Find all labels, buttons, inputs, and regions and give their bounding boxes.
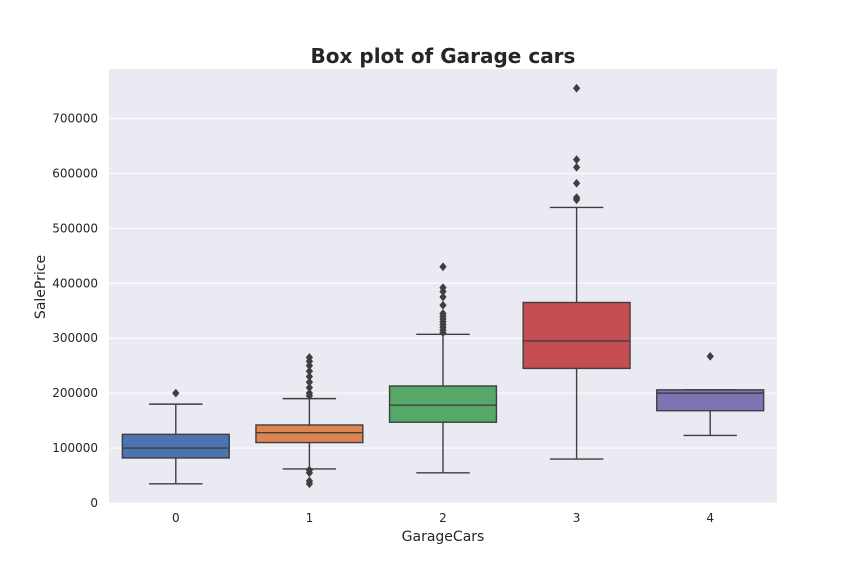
outlier-point	[439, 262, 447, 272]
x-tick-label: 3	[573, 511, 581, 525]
box-group-1	[255, 352, 364, 489]
iqr-box	[656, 389, 765, 412]
outlier-point	[572, 162, 581, 172]
outlier-point	[305, 352, 314, 362]
outlier-point	[572, 193, 581, 203]
outlier-point	[572, 178, 581, 188]
x-tick-label: 4	[706, 511, 714, 525]
y-tick-label: 300000	[52, 331, 98, 345]
y-tick-label: 0	[90, 496, 98, 510]
outlier-point	[439, 300, 447, 310]
x-axis-label: GarageCars	[402, 529, 485, 545]
chart-title: Box plot of Garage cars	[311, 44, 576, 68]
outlier-point	[305, 377, 314, 387]
boxes	[121, 83, 765, 489]
x-tick-label: 1	[306, 511, 314, 525]
outlier-point	[439, 292, 447, 302]
y-tick-label: 400000	[52, 276, 98, 290]
y-tick-label: 700000	[52, 111, 98, 125]
iqr-box	[388, 385, 498, 423]
outlier-point	[305, 388, 314, 398]
y-tick-label: 100000	[52, 441, 98, 455]
outlier-point	[439, 308, 447, 318]
outlier-point	[305, 476, 314, 486]
outlier-point	[706, 351, 714, 361]
outlier-point	[305, 372, 314, 382]
box-group-2	[388, 262, 498, 474]
outlier-point	[439, 283, 447, 293]
iqr-box	[121, 433, 230, 459]
outlier-point	[572, 83, 581, 93]
x-tick-label: 0	[172, 511, 180, 525]
box-group-4	[656, 351, 765, 437]
x-tick-label: 2	[439, 511, 447, 525]
iqr-box	[255, 424, 364, 444]
x-tick-labels: 0 1 2 3 4	[172, 511, 714, 525]
iqr-box	[522, 301, 631, 370]
y-tick-label: 200000	[52, 386, 98, 400]
box-group-0	[121, 388, 230, 485]
outlier-point	[572, 155, 581, 165]
outlier-point	[305, 383, 314, 393]
box-group-3	[522, 83, 631, 460]
y-tick-label: 600000	[52, 166, 98, 180]
y-tick-labels: 0 100000 200000 300000 400000 500000 600000 700…	[52, 111, 98, 510]
y-tick-label: 500000	[52, 221, 98, 235]
outlier-point	[172, 388, 180, 398]
outlier-point	[305, 465, 314, 475]
outlier-point	[305, 366, 314, 376]
y-axis-label: SalePrice	[33, 255, 49, 319]
